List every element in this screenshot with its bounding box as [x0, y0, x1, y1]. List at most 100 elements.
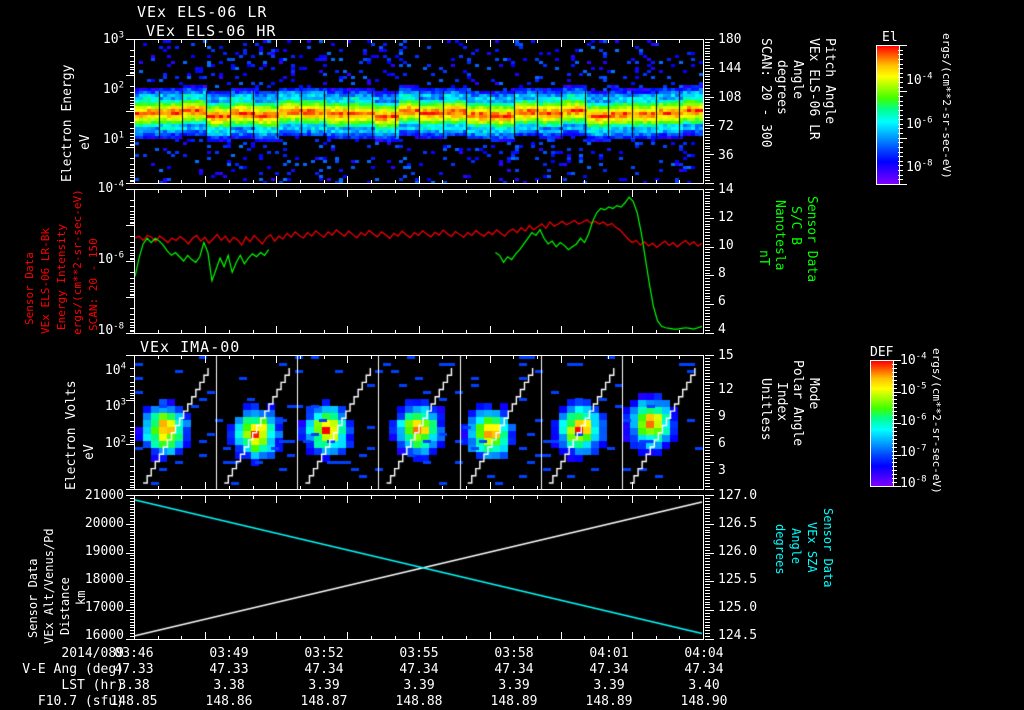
panel4-ytick-16000: 16000 [84, 628, 124, 643]
def-cbtick-2-exp: -5 [915, 381, 927, 392]
def-cbtick-3: 10-6 [900, 413, 927, 428]
panel4-ytick-18000: 18000 [84, 572, 124, 587]
panel2-right-title-2: Nanotesla [772, 200, 787, 271]
panel2-plot-area[interactable] [134, 189, 704, 334]
panel2-ytick-2: 10-6 [86, 250, 125, 266]
table-cell: 3.39 [498, 678, 530, 693]
panel4-right-title-1: VEx SZA [805, 522, 819, 573]
panel4-rtick-126: 126.0 [718, 544, 758, 559]
table-cell: 148.89 [585, 694, 633, 709]
table-cell: 148.87 [300, 694, 348, 709]
panel1-ytick-1000: 103 [88, 30, 124, 46]
panel1-headline-lr: VEx ELS-06 LR [137, 3, 268, 21]
def-cbtick-4: 10-7 [900, 443, 927, 459]
def-colorbar-title: DEF [870, 345, 894, 360]
panel2-rtick-10: 10 [718, 238, 734, 253]
def-colorbar-units: ergs/(cm**2-sr-sec-eV) [930, 348, 943, 494]
panel2-ytick-1-mant: 10 [97, 181, 114, 196]
def-colorbar-gradient [870, 360, 894, 487]
el-colorbar-gradient [876, 45, 900, 185]
table-cell: 47.33 [209, 662, 249, 677]
panel2-rtick-12: 12 [718, 210, 734, 225]
def-colorbar-ticks [892, 360, 901, 487]
def-cbtick-1: 10-4 [900, 352, 927, 368]
table-row: 2014/089 03:46 03:49 03:52 03:55 03:58 04:01 04… [0, 646, 1024, 662]
panel2-ytick-1-exp: -4 [113, 179, 124, 190]
panel4-line-canvas [135, 496, 703, 639]
panel1-headline-hr: VEx ELS-06 HR [146, 22, 277, 40]
el-cbtick-1-exp: -4 [921, 71, 933, 82]
def-cbtick-4-exp: -7 [915, 443, 927, 454]
table-cell: 47.34 [304, 662, 344, 677]
el-cbtick-3-exp: -8 [921, 158, 933, 169]
panel1-ytick-1000-exp: 3 [118, 30, 124, 41]
table-row-label: V-E Ang (deg) [22, 662, 124, 677]
panel3-spectrogram-canvas [135, 356, 703, 489]
panel3-headline: VEx IMA-00 [140, 338, 241, 356]
panel3-left-ticks [126, 355, 135, 490]
panel1-ytick-10-exp: 1 [118, 130, 124, 141]
table-cell: 04:01 [589, 646, 629, 661]
panel2-ytick-2-exp: -6 [113, 250, 124, 261]
table-row-label: F10.7 (sfu) [37, 694, 124, 709]
panel1-plot-area[interactable] [134, 39, 704, 184]
table-cell: 03:58 [494, 646, 534, 661]
table-cell: 03:49 [209, 646, 249, 661]
panel2-bottom-ticks [134, 326, 704, 334]
panel3-left-title-1: eV [82, 444, 97, 460]
panel2-left-title-3: ergs/(cm**2-sr-sec-eV) [71, 189, 84, 335]
table-cell: 148.90 [680, 694, 728, 709]
panel3-rtick-12: 12 [718, 382, 734, 397]
el-colorbar-title: El [882, 30, 898, 45]
table-cell: 47.33 [114, 662, 154, 677]
panel3-left-title-0: Electron Volts [64, 380, 79, 490]
panel2-rtick-14: 14 [718, 182, 734, 197]
def-cbtick-5: 10-8 [900, 474, 927, 491]
panel4-right-title-0: Sensor Data [821, 508, 835, 588]
panel2-ytick-3-mant: 10 [97, 323, 114, 338]
panel3-ytick-2: 103 [88, 398, 126, 413]
table-cell: 04:04 [684, 646, 724, 661]
panel1-ytick-100-mant: 10 [102, 82, 119, 97]
panel4-plot-area[interactable] [134, 495, 704, 640]
panel1-left-ticks [126, 39, 135, 184]
table-cell: 148.88 [395, 694, 443, 709]
panel3-rtick-9: 9 [718, 409, 726, 424]
panel1-left-title-0: Electron Energy [60, 64, 75, 182]
panel3-rtick-3: 3 [718, 463, 726, 478]
panel1-left-axis-title: Electron Energy [60, 42, 75, 182]
panel2-right-title-1: S/C B [788, 206, 803, 246]
panel3-plot-area[interactable] [134, 355, 704, 490]
def-cbtick-1-mant: 10 [900, 353, 916, 368]
panel1-spectrogram-canvas [135, 40, 703, 183]
table-row: LST (hr) 3.38 3.38 3.39 3.39 3.39 3.39 3.40 [0, 678, 1024, 694]
el-cbtick-1-mant: 10 [906, 73, 922, 88]
table-row: F10.7 (sfu) 148.85 148.86 148.87 148.88 148.8… [0, 694, 1024, 710]
panel2-top-ticks [134, 189, 704, 197]
panel1-rtick-72: 72 [718, 119, 734, 134]
table-cell: 3.38 [213, 678, 245, 693]
panel2-line-canvas [135, 190, 703, 333]
bottom-parameter-table: 2014/089 03:46 03:49 03:52 03:55 03:58 04:01 04… [0, 646, 1024, 710]
panel2-right-ticks [705, 189, 714, 334]
panel1-top-ticks [134, 39, 704, 47]
table-cell: 148.85 [110, 694, 158, 709]
panel3-ytick-1: 104 [88, 362, 126, 377]
def-cbtick-5-mant: 10 [900, 476, 916, 491]
panel4-ytick-20000: 20000 [84, 516, 124, 531]
el-colorbar-units: ergs/(cm**2-sr-sec-eV) [940, 33, 953, 179]
def-cbtick-5-exp: -8 [915, 474, 927, 485]
panel4-ytick-17000: 17000 [84, 600, 124, 615]
def-cbtick-2: 10-5 [900, 381, 927, 397]
table-cell: 03:52 [304, 646, 344, 661]
panel1-right-title-3: degrees [774, 60, 789, 115]
panel2-left-ticks [126, 189, 135, 334]
panel2-left-title-1: VEx ELS-06 LR-Bk [39, 228, 52, 334]
table-row: V-E Ang (deg) 47.33 47.33 47.34 47.34 47.34 47… [0, 662, 1024, 678]
el-cbtick-2-mant: 10 [906, 117, 922, 132]
table-cell: 3.39 [593, 678, 625, 693]
panel3-ytick-3: 102 [88, 435, 126, 450]
panel4-bottom-ticks [134, 632, 704, 640]
panel1-right-ticks [705, 39, 714, 184]
